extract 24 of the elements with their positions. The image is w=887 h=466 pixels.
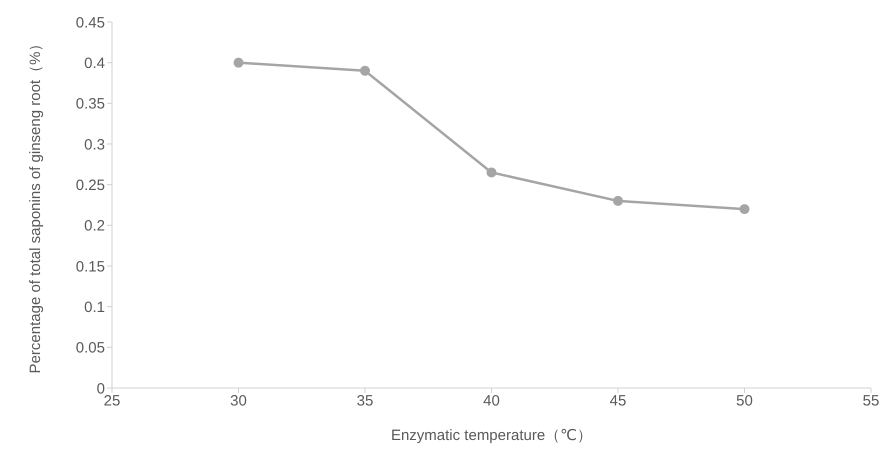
x-tick-label: 25 — [104, 392, 120, 410]
y-tick-label: 0.25 — [76, 176, 105, 194]
x-tick-label: 45 — [610, 392, 626, 410]
y-tick-label: 0.45 — [76, 14, 105, 32]
y-tick-label: 0.3 — [84, 136, 105, 154]
x-tick-label: 55 — [862, 392, 880, 410]
y-tick-label: 0.4 — [84, 54, 105, 72]
y-tick-label: 0 — [96, 380, 105, 398]
y-axis-title: Percentage of total saponins of ginseng root（%） — [27, 36, 44, 374]
point — [613, 196, 623, 206]
point — [360, 66, 370, 76]
x-tick-label: 30 — [230, 392, 247, 410]
y-tick-label: 0.1 — [84, 298, 105, 316]
y-tick-label: 0.15 — [76, 258, 105, 276]
x-tick-label: 40 — [483, 392, 500, 410]
point — [740, 204, 750, 214]
y-tick-label: 0.35 — [76, 96, 105, 113]
point — [486, 167, 496, 178]
x-tick-label: 50 — [736, 392, 753, 410]
point — [234, 58, 244, 68]
y-tick-label: 0.2 — [84, 218, 105, 235]
x-axis-title: Enzymatic temperature（℃） — [390, 427, 592, 444]
y-tick-label: 0.05 — [76, 340, 105, 357]
x-tick-label: 35 — [356, 392, 374, 410]
